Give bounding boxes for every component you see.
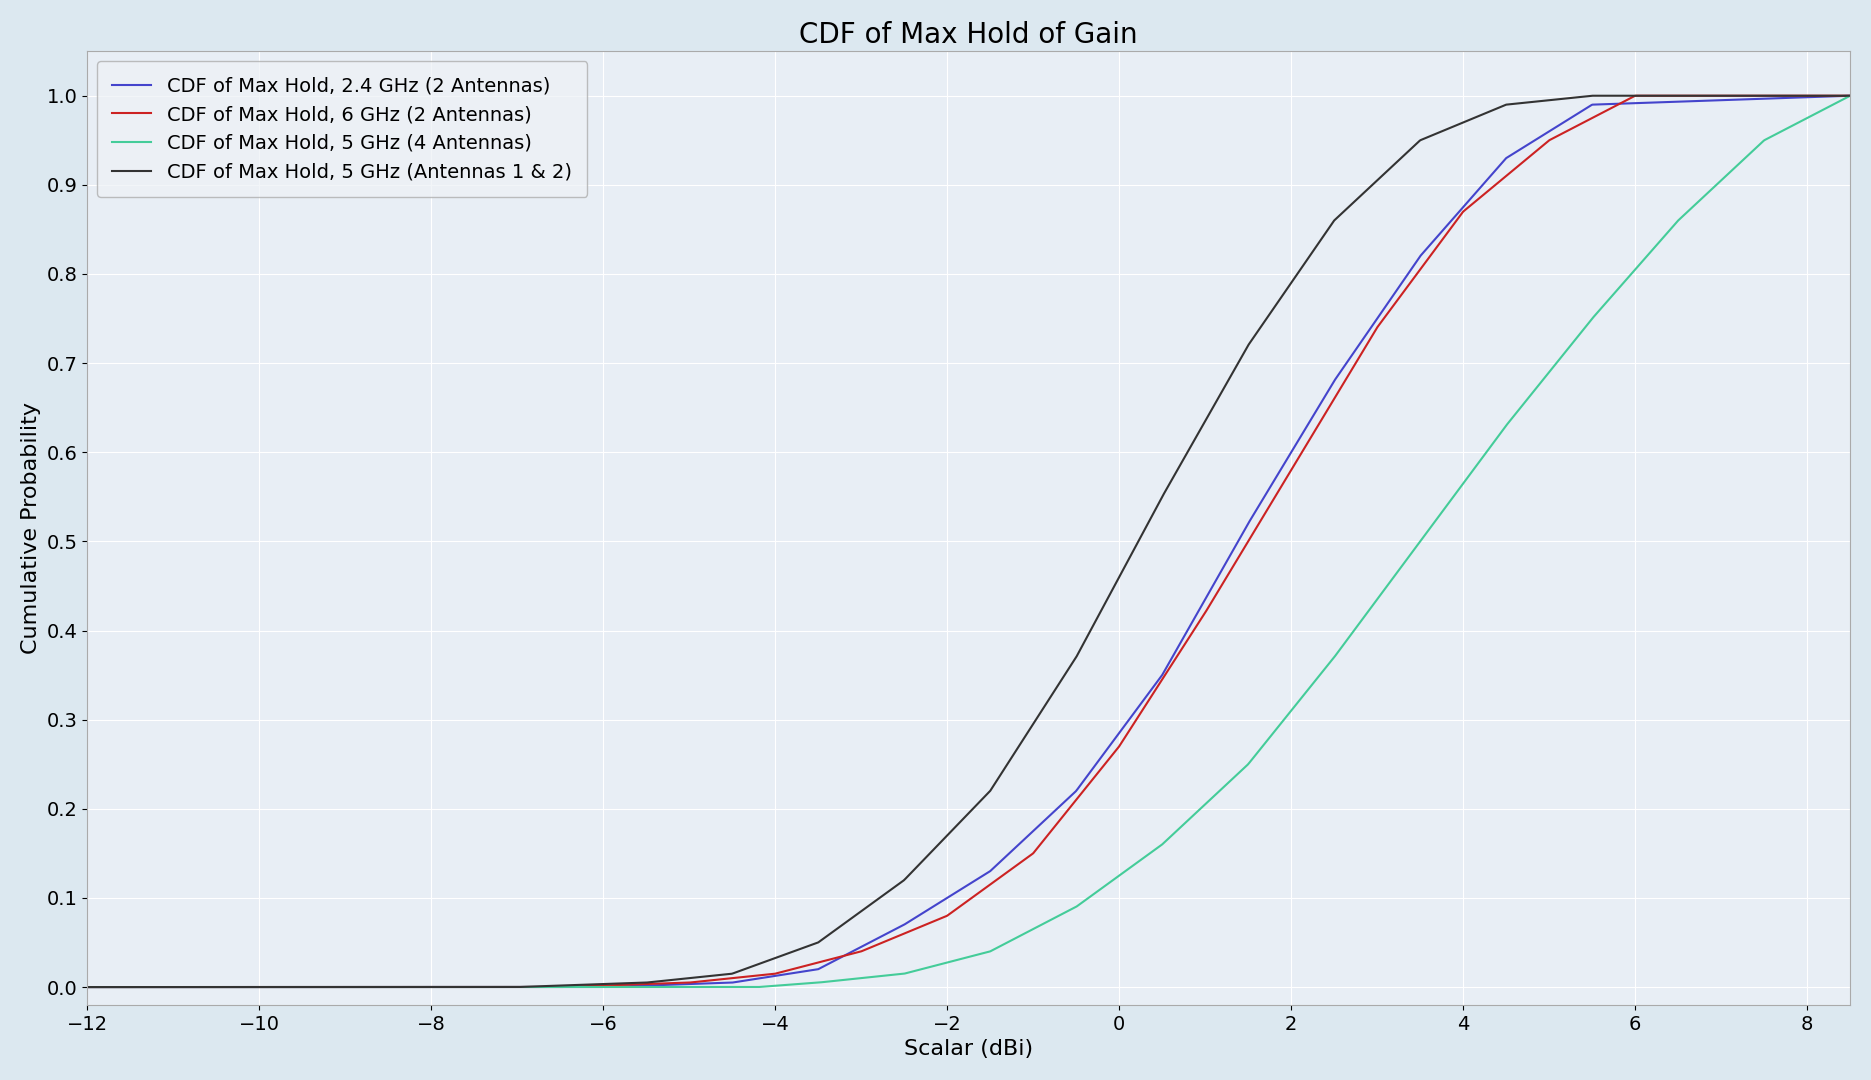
CDF of Max Hold, 5 GHz (4 Antennas): [887, 968, 909, 981]
CDF of Max Hold, 2.4 GHz (2 Antennas): [1465, 187, 1487, 200]
CDF of Max Hold, 2.4 GHz (2 Antennas): [1789, 91, 1811, 104]
CDF of Max Hold, 5 GHz (Antennas 1 & 2): [1581, 90, 1603, 103]
Y-axis label: Cumulative Probability: Cumulative Probability: [21, 402, 41, 654]
Line: CDF of Max Hold, 6 GHz (2 Antennas): CDF of Max Hold, 6 GHz (2 Antennas): [88, 96, 1850, 987]
CDF of Max Hold, 6 GHz (2 Antennas): [167, 981, 189, 994]
CDF of Max Hold, 2.4 GHz (2 Antennas): [887, 921, 909, 934]
CDF of Max Hold, 6 GHz (2 Antennas): [1839, 90, 1862, 103]
CDF of Max Hold, 5 GHz (4 Antennas): [77, 981, 99, 994]
CDF of Max Hold, 5 GHz (Antennas 1 & 2): [1789, 90, 1811, 103]
CDF of Max Hold, 5 GHz (Antennas 1 & 2): [1465, 111, 1487, 124]
CDF of Max Hold, 6 GHz (2 Antennas): [887, 930, 909, 943]
Line: CDF of Max Hold, 2.4 GHz (2 Antennas): CDF of Max Hold, 2.4 GHz (2 Antennas): [88, 96, 1850, 987]
CDF of Max Hold, 6 GHz (2 Antennas): [77, 981, 99, 994]
CDF of Max Hold, 6 GHz (2 Antennas): [1789, 90, 1811, 103]
CDF of Max Hold, 5 GHz (Antennas 1 & 2): [1839, 90, 1862, 103]
CDF of Max Hold, 5 GHz (4 Antennas): [1789, 116, 1811, 129]
CDF of Max Hold, 5 GHz (4 Antennas): [1787, 117, 1809, 130]
CDF of Max Hold, 5 GHz (4 Antennas): [1839, 90, 1862, 103]
Line: CDF of Max Hold, 5 GHz (4 Antennas): CDF of Max Hold, 5 GHz (4 Antennas): [88, 96, 1850, 987]
CDF of Max Hold, 6 GHz (2 Antennas): [1465, 195, 1487, 208]
CDF of Max Hold, 5 GHz (Antennas 1 & 2): [1789, 90, 1811, 103]
CDF of Max Hold, 5 GHz (Antennas 1 & 2): [167, 981, 189, 994]
CDF of Max Hold, 6 GHz (2 Antennas): [1789, 90, 1811, 103]
CDF of Max Hold, 5 GHz (4 Antennas): [934, 957, 956, 970]
CDF of Max Hold, 2.4 GHz (2 Antennas): [1839, 90, 1862, 103]
CDF of Max Hold, 2.4 GHz (2 Antennas): [1787, 91, 1809, 104]
Line: CDF of Max Hold, 5 GHz (Antennas 1 & 2): CDF of Max Hold, 5 GHz (Antennas 1 & 2): [88, 96, 1850, 987]
Title: CDF of Max Hold of Gain: CDF of Max Hold of Gain: [799, 21, 1138, 49]
CDF of Max Hold, 5 GHz (4 Antennas): [1465, 460, 1487, 473]
CDF of Max Hold, 6 GHz (2 Antennas): [1624, 90, 1646, 103]
CDF of Max Hold, 6 GHz (2 Antennas): [934, 910, 956, 923]
X-axis label: Scalar (dBi): Scalar (dBi): [904, 1039, 1033, 1059]
CDF of Max Hold, 2.4 GHz (2 Antennas): [167, 981, 189, 994]
CDF of Max Hold, 2.4 GHz (2 Antennas): [934, 893, 956, 906]
CDF of Max Hold, 2.4 GHz (2 Antennas): [77, 981, 99, 994]
CDF of Max Hold, 5 GHz (Antennas 1 & 2): [934, 832, 956, 845]
CDF of Max Hold, 5 GHz (4 Antennas): [167, 981, 189, 994]
CDF of Max Hold, 5 GHz (Antennas 1 & 2): [77, 981, 99, 994]
CDF of Max Hold, 5 GHz (Antennas 1 & 2): [887, 878, 909, 891]
Legend: CDF of Max Hold, 2.4 GHz (2 Antennas), CDF of Max Hold, 6 GHz (2 Antennas), CDF : CDF of Max Hold, 2.4 GHz (2 Antennas), C…: [97, 60, 587, 198]
